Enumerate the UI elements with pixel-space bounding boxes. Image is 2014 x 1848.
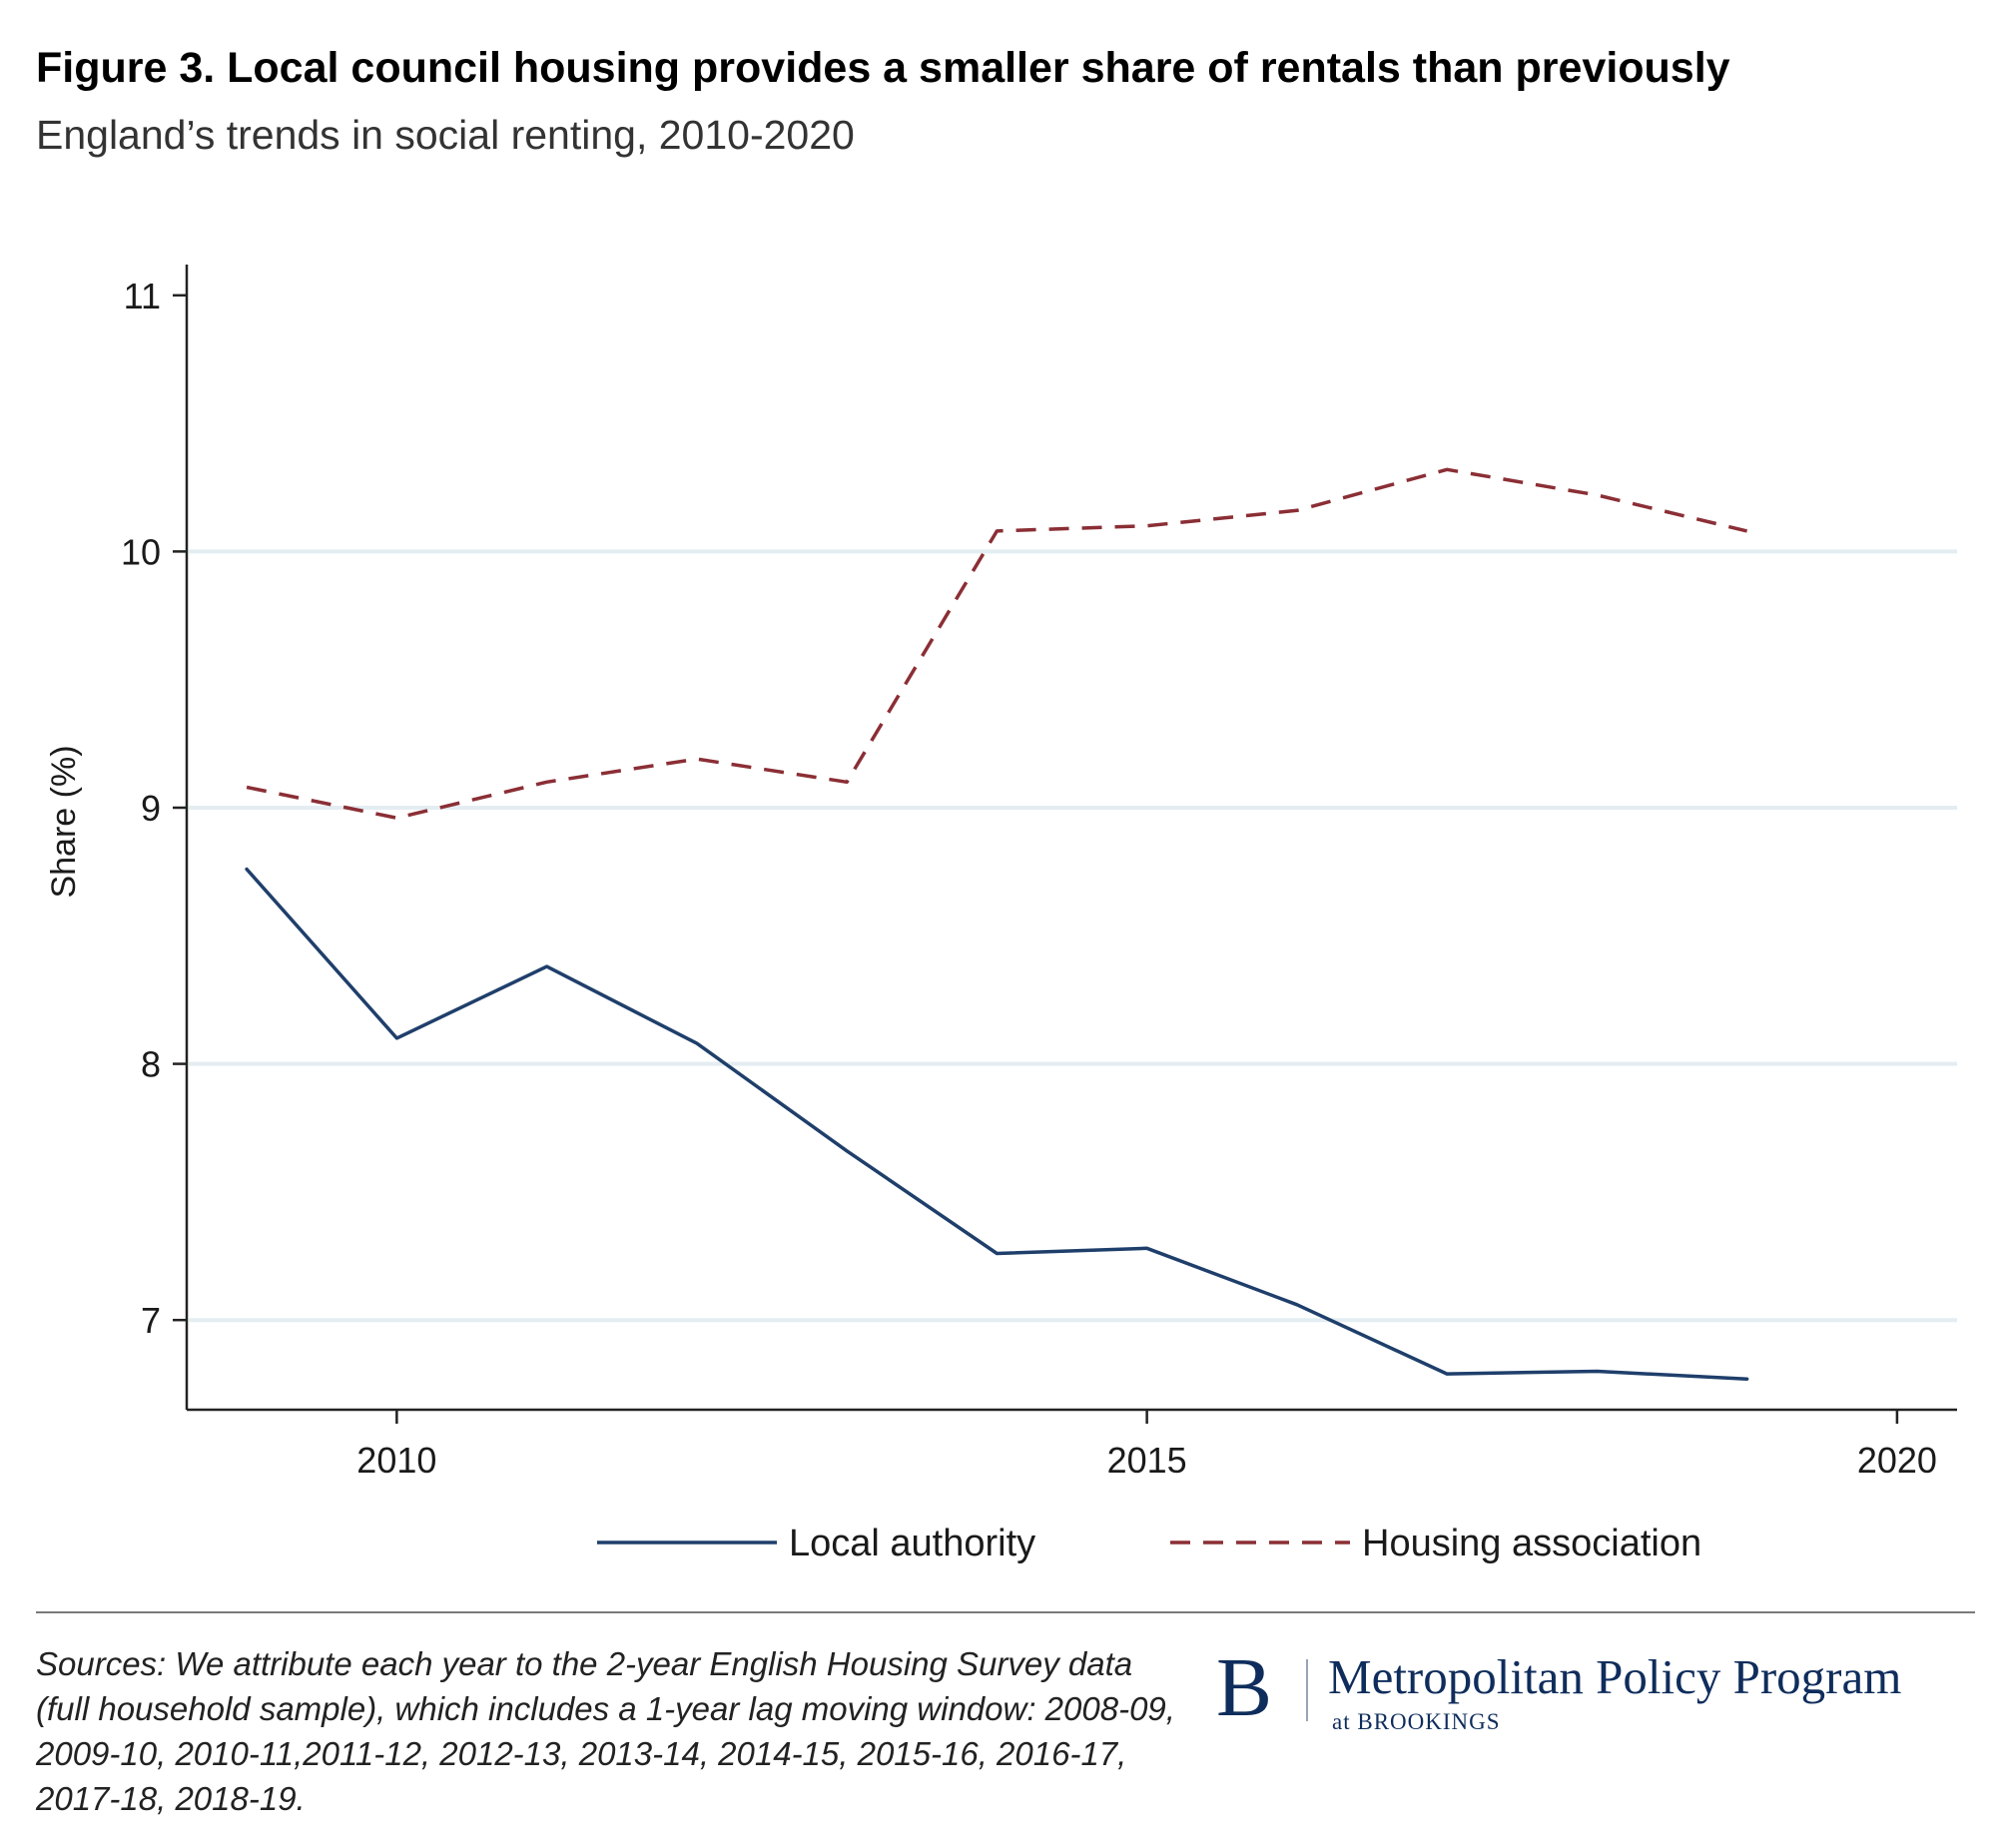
x-tick-label-2015: 2015 [1107,1440,1187,1481]
y-tick-label-7: 7 [141,1300,161,1341]
chart-subtitle: England’s trends in social renting, 2010… [36,112,855,158]
y-tick-label-9: 9 [141,788,161,829]
chart-title: Figure 3. Local council housing provides… [36,44,1730,92]
logo-program-name: Metropolitan Policy Program [1328,1649,1902,1704]
axes [173,265,1957,1424]
y-tick-label-10: 10 [121,531,161,572]
brookings-logo: B Metropolitan Policy Program at BROOKIN… [1216,1643,1995,1739]
legend-label-local-authority: Local authority [789,1523,1035,1564]
y-tick-label-11: 11 [124,276,161,316]
legend-label-housing-association: Housing association [1362,1523,1701,1564]
series-line-local-authority [245,867,1749,1381]
footer-divider [36,1611,1975,1613]
series-lines [245,467,1749,1381]
x-tick-label-2020: 2020 [1857,1440,1937,1481]
logo-divider [1306,1659,1308,1721]
y-tick-label-8: 8 [141,1044,161,1085]
x-tick-label-2010: 2010 [356,1440,436,1481]
logo-subtitle: at BROOKINGS [1332,1709,1501,1734]
gridlines [189,549,1957,1323]
legend: Local authority Housing association [597,1523,1701,1564]
series-line-housing-association [246,467,1748,821]
line-chart: 7 8 9 10 11 2010 2015 2020 Share (%) Local auth… [45,265,1957,1564]
sources-note: Sources: We attribute each year to the 2… [36,1645,1175,1817]
logo-letter: B [1216,1641,1273,1734]
tick-labels: 7 8 9 10 11 2010 2015 2020 [121,276,1937,1481]
y-axis-label: Share (%) [45,745,83,898]
